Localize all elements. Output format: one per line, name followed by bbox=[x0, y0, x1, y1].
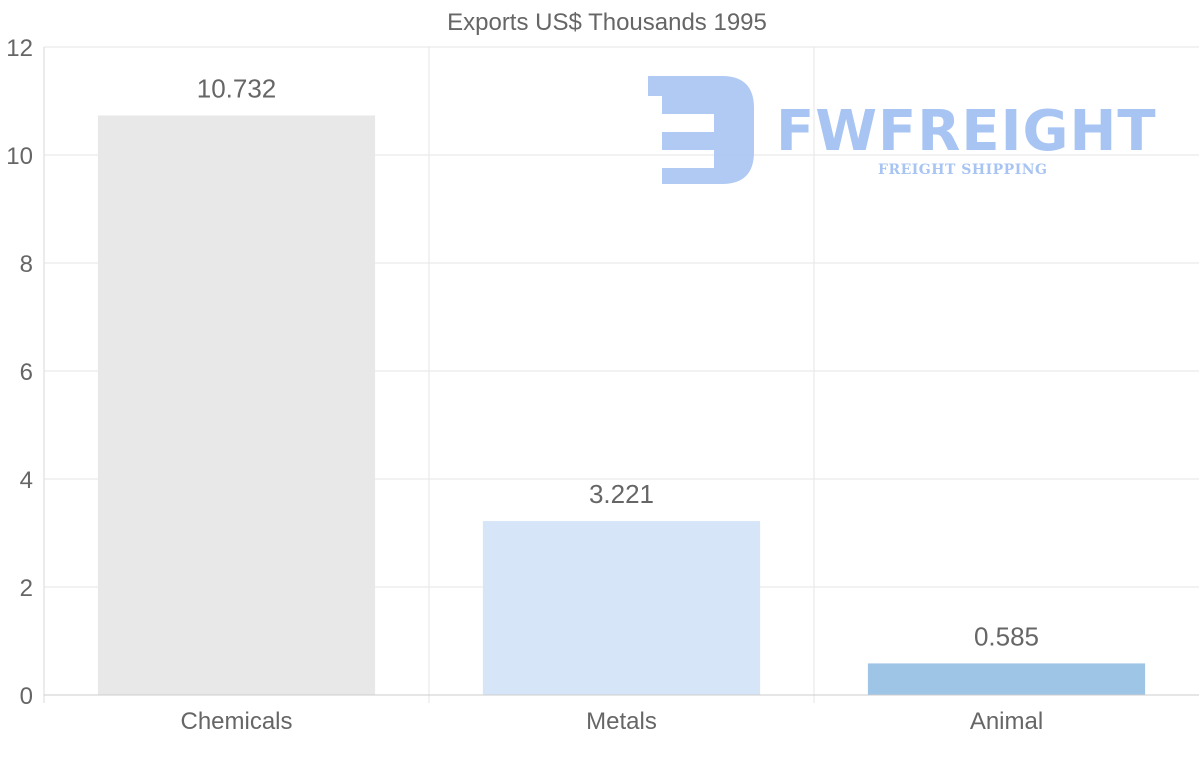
x-tick-label: Chemicals bbox=[180, 708, 292, 735]
bar-animal bbox=[867, 663, 1146, 695]
axis-layer: 0 2 4 6 8 10 12 10.732 Chemicals 3.221 Metals 0.585… bbox=[6, 35, 1199, 735]
watermark-name: FWFREIGHT bbox=[776, 99, 1157, 164]
fwfreight-logo-mark bbox=[648, 76, 754, 184]
y-tick-label: 12 bbox=[6, 35, 33, 62]
y-tick-label: 10 bbox=[6, 143, 33, 170]
chart-title: Exports US$ Thousands 1995 bbox=[447, 9, 767, 36]
x-tick-label: Animal bbox=[970, 708, 1043, 735]
bar-metals bbox=[482, 521, 761, 695]
data-label: 3.221 bbox=[589, 479, 654, 509]
data-label: 10.732 bbox=[197, 73, 277, 103]
bars-layer bbox=[97, 115, 1146, 696]
x-tick-label: Metals bbox=[586, 708, 657, 735]
watermark-tagline: FREIGHT SHIPPING bbox=[878, 162, 1048, 178]
watermark: FWFREIGHT FREIGHT SHIPPING bbox=[648, 76, 1157, 184]
bar-chemicals bbox=[97, 115, 376, 696]
logo-shape bbox=[648, 76, 754, 184]
y-tick-label: 4 bbox=[20, 467, 33, 494]
data-label: 0.585 bbox=[974, 621, 1039, 651]
y-tick-label: 6 bbox=[20, 359, 33, 386]
y-tick-label: 2 bbox=[20, 575, 33, 602]
y-tick-label: 0 bbox=[20, 683, 33, 710]
y-tick-label: 8 bbox=[20, 251, 33, 278]
